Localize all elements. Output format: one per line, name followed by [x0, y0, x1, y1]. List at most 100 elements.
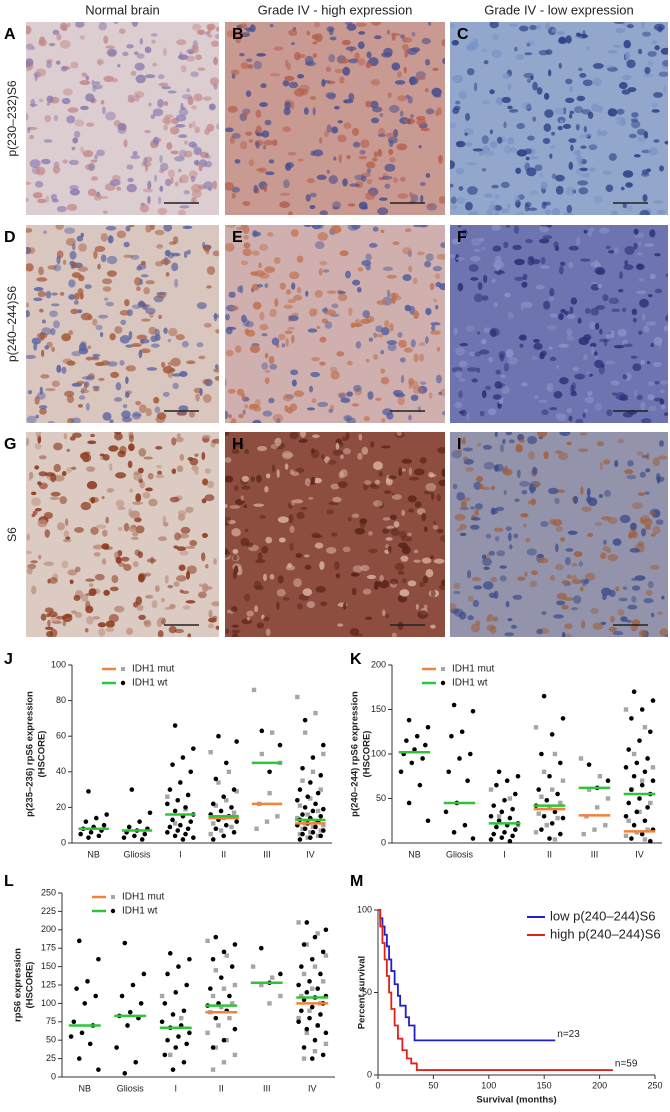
cell [518, 439, 525, 443]
cell [306, 407, 316, 411]
cell [240, 62, 249, 70]
point-wt [313, 801, 318, 807]
cell [493, 302, 498, 308]
point-wt [488, 814, 494, 819]
point-wt [74, 986, 79, 991]
cell [327, 459, 337, 465]
cell [215, 329, 219, 334]
cell [90, 526, 99, 535]
point-mut [295, 694, 300, 700]
cell [570, 384, 574, 394]
cell [105, 225, 117, 231]
cell [242, 318, 250, 327]
point-mut [631, 751, 637, 757]
cell [599, 461, 603, 471]
cell [586, 46, 590, 51]
cell [38, 404, 48, 410]
point-mut [168, 1052, 173, 1058]
cell [105, 516, 109, 524]
cell [160, 258, 171, 265]
y-axis-label: p(235–236) rpS6 expression [25, 691, 36, 817]
cell [351, 513, 360, 518]
cell [505, 225, 511, 228]
cell [290, 369, 299, 376]
cell [411, 31, 416, 37]
point-wt [443, 809, 449, 815]
point-mut [305, 835, 310, 840]
cell [630, 118, 639, 123]
point-wt [320, 949, 326, 955]
cell [226, 30, 236, 38]
cell [351, 587, 357, 596]
cell [613, 344, 625, 349]
cell [588, 144, 598, 151]
cell [473, 248, 481, 253]
point-mut [603, 823, 608, 828]
cell [71, 417, 81, 423]
cell [40, 613, 47, 621]
cell [397, 621, 404, 631]
cell [26, 415, 37, 423]
cell [172, 382, 179, 390]
cell [514, 46, 518, 52]
cell [56, 33, 62, 41]
cell [337, 134, 347, 143]
cell [453, 582, 461, 590]
cell [486, 624, 496, 632]
micrograph [26, 225, 219, 423]
cell [64, 390, 75, 398]
micrograph [450, 225, 668, 423]
point-wt [183, 831, 188, 837]
cell [481, 390, 487, 399]
cell [574, 106, 584, 114]
cell [69, 188, 80, 196]
cell [344, 99, 348, 104]
cell [85, 402, 90, 411]
cell [399, 176, 406, 182]
cell [450, 196, 457, 204]
point-wt [133, 1059, 139, 1065]
cell [409, 76, 416, 86]
cell [197, 591, 207, 599]
cell [44, 114, 52, 123]
cell [256, 132, 265, 137]
cell [614, 22, 625, 25]
point-wt [210, 837, 216, 842]
cell [271, 464, 276, 473]
cell [169, 367, 176, 373]
point-wt [132, 833, 137, 839]
cell [421, 512, 427, 522]
cell [253, 503, 265, 507]
point-mut [488, 787, 494, 792]
cell [180, 65, 187, 73]
point-mut [218, 828, 224, 833]
cell [317, 401, 329, 408]
cell [463, 456, 469, 461]
point-wt [629, 836, 634, 841]
point-wt [302, 717, 308, 723]
cell [253, 184, 258, 193]
cell [528, 451, 535, 460]
cell [209, 77, 219, 86]
cell [328, 175, 338, 185]
cell [259, 102, 268, 108]
point-wt [642, 769, 648, 775]
cell [458, 360, 468, 368]
cell [342, 448, 351, 455]
cell [233, 485, 239, 492]
cell [370, 79, 381, 86]
cell [652, 525, 661, 535]
cell [380, 445, 391, 449]
cell [245, 131, 253, 136]
cell [404, 228, 412, 233]
cell [263, 140, 274, 146]
cell [346, 391, 353, 397]
cell [419, 581, 425, 588]
cell [68, 279, 76, 288]
cell [575, 168, 582, 175]
cell [455, 197, 466, 204]
cell [600, 552, 607, 560]
cell [431, 324, 436, 332]
point-mut [544, 823, 549, 828]
point-wt [310, 808, 316, 814]
